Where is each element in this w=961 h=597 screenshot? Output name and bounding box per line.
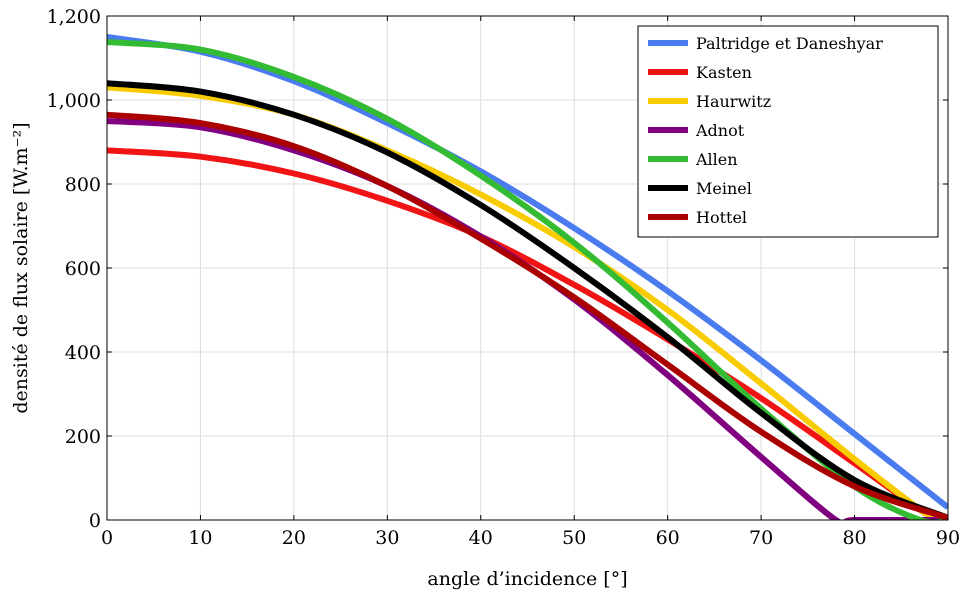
x-tick-label: 30 xyxy=(375,527,399,549)
legend-label-hottel: Hottel xyxy=(696,208,747,227)
series-line-meinel xyxy=(107,80,948,520)
y-tick-label: 200 xyxy=(65,426,101,448)
y-tick-label: 800 xyxy=(65,174,101,196)
y-tick-label: 0 xyxy=(89,510,101,532)
x-tick-label: 60 xyxy=(656,527,680,549)
y-axis-label: densité de flux solaire [W.m⁻²] xyxy=(10,122,32,413)
x-tick-label: 40 xyxy=(469,527,493,549)
legend-label-meinel: Meinel xyxy=(696,179,752,198)
legend-label-adnot: Adnot xyxy=(695,121,745,140)
series-line-kasten xyxy=(107,147,948,520)
y-tick-label: 600 xyxy=(65,258,101,280)
x-tick-label: 80 xyxy=(842,527,866,549)
series-line-hottel xyxy=(107,111,948,520)
legend-label-allen: Allen xyxy=(695,150,738,169)
legend-label-haurwitz: Haurwitz xyxy=(696,92,771,111)
series-group xyxy=(107,34,948,520)
tick-marks xyxy=(106,15,949,521)
x-tick-labels: 0 10 20 30 40 50 60 70 80 90 xyxy=(101,527,960,549)
x-tick-label: 20 xyxy=(282,527,306,549)
x-tick-label: 70 xyxy=(749,527,773,549)
legend: Paltridge et Daneshyar Kasten Haurwitz Adno… xyxy=(637,25,939,238)
y-tick-label: 1,000 xyxy=(47,90,101,112)
y-tick-label: 1,200 xyxy=(47,6,101,28)
legend-label-kasten: Kasten xyxy=(696,63,752,82)
x-axis-label: angle d’incidence [°] xyxy=(427,568,627,590)
legend-label-paltridge-et-daneshyar: Paltridge et Daneshyar xyxy=(696,34,883,53)
series-line-paltridge-et-daneshyar xyxy=(107,34,948,510)
y-tick-label: 400 xyxy=(65,342,101,364)
x-tick-label: 90 xyxy=(936,527,960,549)
x-tick-label: 0 xyxy=(101,527,113,549)
x-tick-label: 10 xyxy=(188,527,212,549)
y-tick-labels: 0 200 400 600 800 1,000 1,200 xyxy=(47,6,101,532)
x-tick-label: 50 xyxy=(562,527,586,549)
